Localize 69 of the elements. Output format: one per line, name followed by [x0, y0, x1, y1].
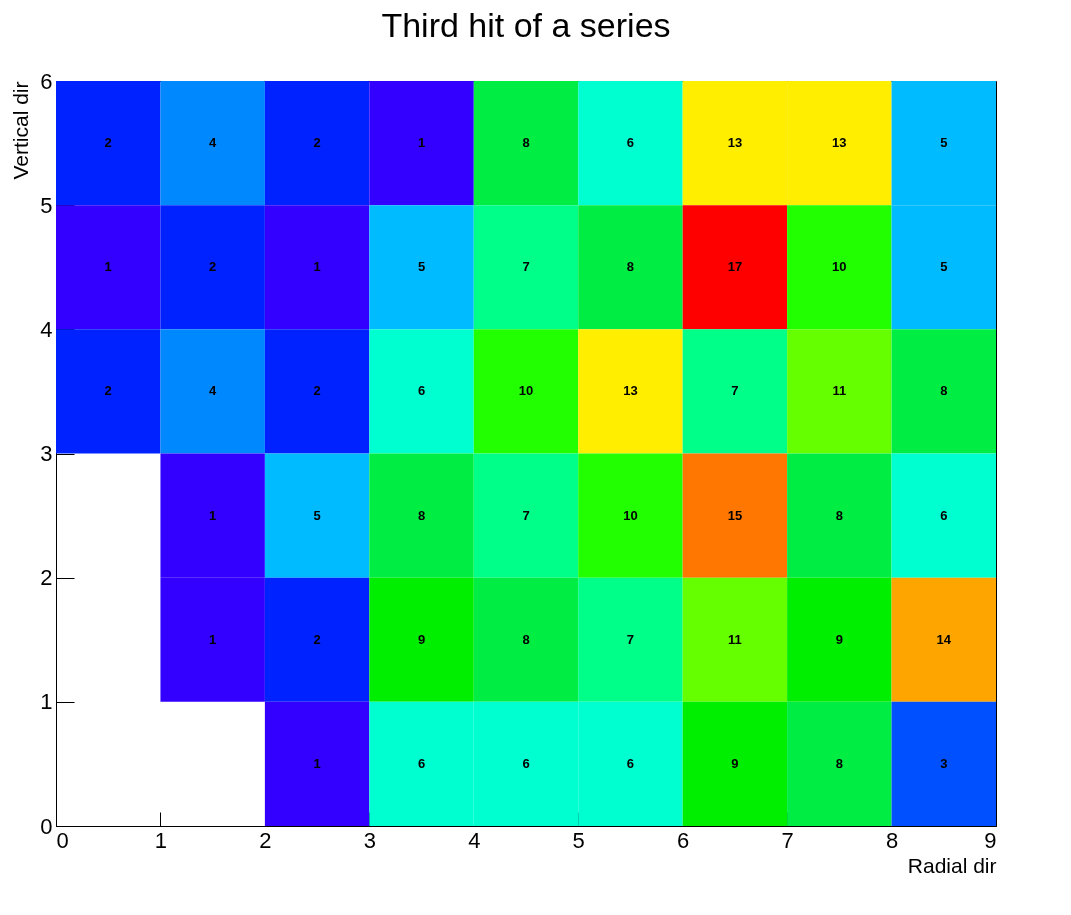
- x-tick-label: 0: [56, 827, 69, 853]
- data-label: 10: [832, 259, 847, 275]
- y-tick-label: 4: [40, 316, 53, 342]
- data-label: 8: [835, 507, 843, 523]
- data-label: 6: [417, 755, 426, 771]
- data-label: 3: [940, 755, 948, 771]
- y-tick-label: 5: [40, 192, 53, 218]
- data-label: 4: [209, 135, 218, 151]
- y-axis-title: Vertical dir: [9, 81, 33, 180]
- data-label: 8: [522, 631, 530, 647]
- data-label: 8: [940, 383, 948, 399]
- data-label: 7: [731, 383, 739, 399]
- data-label: 5: [940, 135, 948, 151]
- data-label: 5: [417, 259, 426, 275]
- data-label: 2: [313, 383, 321, 399]
- x-tick-label: 5: [572, 827, 585, 853]
- data-label: 13: [623, 383, 638, 399]
- data-label: 17: [727, 259, 743, 275]
- data-label: 1: [313, 755, 321, 771]
- data-label: 10: [518, 383, 534, 399]
- data-label: 14: [936, 631, 952, 647]
- x-tick-label: 2: [259, 827, 272, 853]
- data-label: 5: [313, 507, 321, 523]
- data-label: 5: [940, 259, 948, 275]
- data-label: 7: [626, 631, 635, 647]
- x-tick-label: 7: [781, 827, 794, 853]
- x-tick-label: 8: [885, 827, 899, 853]
- data-label: 13: [727, 135, 743, 151]
- data-label: 1: [104, 259, 112, 275]
- x-tick-label: 6: [677, 827, 690, 853]
- data-label: 9: [417, 631, 426, 647]
- y-tick-label: 1: [40, 689, 53, 715]
- y-tick-label: 3: [40, 441, 53, 466]
- data-label: 6: [940, 507, 948, 523]
- y-tick-label: 6: [40, 68, 53, 94]
- x-axis-title: Radial dir: [907, 853, 997, 877]
- x-tick-label: 9: [984, 827, 997, 853]
- data-label: 15: [727, 507, 743, 523]
- data-label: 7: [522, 507, 530, 523]
- data-label: 2: [313, 631, 321, 647]
- data-label: 1: [313, 259, 321, 275]
- chart-title: Third hit of a series: [381, 6, 671, 44]
- data-label: 9: [731, 755, 739, 771]
- data-label: 2: [104, 383, 112, 399]
- data-label: 1: [209, 631, 217, 647]
- data-label: 6: [522, 755, 530, 771]
- x-tick-label: 1: [154, 827, 168, 853]
- data-label: 4: [209, 383, 218, 399]
- data-label: 7: [522, 259, 530, 275]
- data-label: 6: [626, 135, 635, 151]
- data-label: 11: [832, 383, 847, 399]
- data-label: 10: [623, 507, 638, 523]
- data-label: 8: [626, 259, 635, 275]
- data-label: 1: [417, 135, 426, 151]
- data-label: 8: [522, 135, 530, 151]
- data-label: 2: [209, 259, 217, 275]
- y-tick-label: 2: [40, 565, 53, 591]
- data-label: 8: [417, 507, 426, 523]
- data-label: 1: [209, 507, 217, 523]
- data-label: 11: [728, 631, 742, 647]
- data-label: 6: [626, 755, 635, 771]
- data-label: 13: [832, 135, 847, 151]
- x-tick-label: 3: [363, 827, 376, 853]
- data-label: 9: [835, 631, 843, 647]
- data-label: 8: [835, 755, 843, 771]
- data-label: 6: [417, 383, 426, 399]
- data-label: 2: [313, 135, 321, 151]
- data-label: 2: [104, 135, 112, 151]
- x-tick-label: 4: [468, 827, 481, 853]
